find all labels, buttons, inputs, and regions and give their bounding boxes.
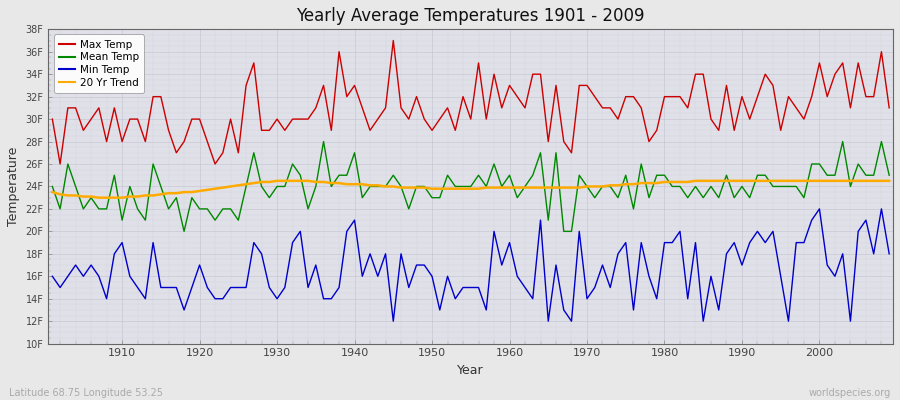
Min Temp: [326, 296, 337, 301]
Mean Temp: [287, 162, 298, 166]
20 Yr Trend: [272, 178, 283, 183]
20 Yr Trend: [47, 190, 58, 194]
Max Temp: [884, 106, 895, 110]
20 Yr Trend: [117, 195, 128, 200]
Legend: Max Temp, Mean Temp, Min Temp, 20 Yr Trend: Max Temp, Mean Temp, Min Temp, 20 Yr Tre…: [54, 34, 144, 93]
Min Temp: [504, 240, 515, 245]
Line: Mean Temp: Mean Temp: [52, 142, 889, 231]
Mean Temp: [613, 195, 624, 200]
Line: 20 Yr Trend: 20 Yr Trend: [52, 181, 889, 198]
Line: Max Temp: Max Temp: [52, 40, 889, 164]
Text: Latitude 68.75 Longitude 53.25: Latitude 68.75 Longitude 53.25: [9, 388, 163, 398]
Min Temp: [884, 252, 895, 256]
Max Temp: [55, 162, 66, 166]
Y-axis label: Temperature: Temperature: [7, 147, 20, 226]
20 Yr Trend: [519, 185, 530, 190]
Min Temp: [109, 252, 120, 256]
20 Yr Trend: [94, 195, 104, 200]
Min Temp: [388, 319, 399, 324]
20 Yr Trend: [884, 178, 895, 183]
Max Temp: [287, 117, 298, 122]
Mean Temp: [341, 173, 352, 178]
Mean Temp: [319, 139, 329, 144]
Mean Temp: [109, 173, 120, 178]
Line: Min Temp: Min Temp: [52, 209, 889, 321]
Max Temp: [47, 117, 58, 122]
Title: Yearly Average Temperatures 1901 - 2009: Yearly Average Temperatures 1901 - 2009: [296, 7, 645, 25]
Max Temp: [388, 38, 399, 43]
X-axis label: Year: Year: [457, 364, 484, 377]
Min Temp: [512, 274, 523, 279]
Max Temp: [613, 117, 624, 122]
Mean Temp: [884, 173, 895, 178]
20 Yr Trend: [613, 183, 624, 188]
Max Temp: [512, 94, 523, 99]
Max Temp: [519, 106, 530, 110]
Mean Temp: [512, 195, 523, 200]
Min Temp: [279, 285, 290, 290]
Min Temp: [605, 285, 616, 290]
20 Yr Trend: [295, 178, 306, 183]
20 Yr Trend: [512, 185, 523, 190]
Text: worldspecies.org: worldspecies.org: [809, 388, 891, 398]
Max Temp: [117, 139, 128, 144]
Min Temp: [814, 206, 824, 211]
Mean Temp: [47, 184, 58, 189]
Mean Temp: [179, 229, 190, 234]
Mean Temp: [519, 184, 530, 189]
Max Temp: [334, 49, 345, 54]
Min Temp: [47, 274, 58, 279]
20 Yr Trend: [341, 182, 352, 187]
